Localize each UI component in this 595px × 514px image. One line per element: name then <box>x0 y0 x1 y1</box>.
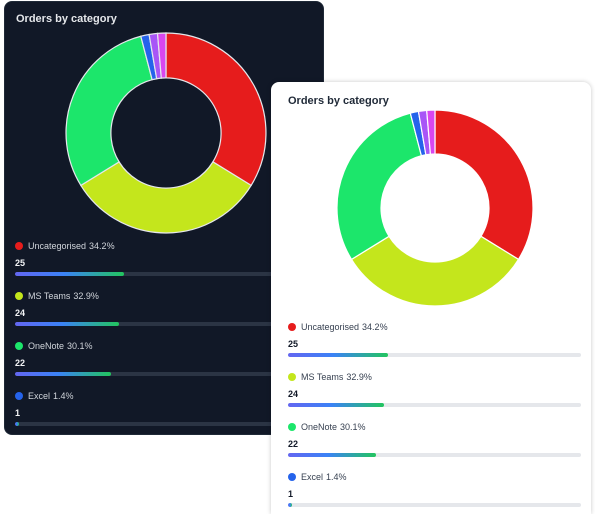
category-count: 24 <box>288 389 299 399</box>
category-progress-fill <box>15 372 111 376</box>
category-name: MS Teams <box>28 291 71 301</box>
category-count: 24 <box>15 308 26 318</box>
category-legend: Uncategorised 34.2% 25 MS Teams 32.9% 24 OneNo… <box>288 321 581 514</box>
legend-dot-icon <box>15 292 23 300</box>
category-progress-fill <box>15 422 20 426</box>
orders-by-category-card-light: Orders by category Uncategorised 34.2% 25 M… <box>271 82 591 514</box>
donut-slice-other[interactable] <box>426 109 436 155</box>
category-row[interactable]: Excel 1.4% 1 <box>15 390 323 434</box>
donut-chart <box>65 32 267 234</box>
category-percent: 34.2% <box>362 322 388 332</box>
donut-slice-ms-teams[interactable] <box>350 235 520 307</box>
category-count: 22 <box>15 358 26 368</box>
category-label: OneNote 30.1% <box>288 421 581 433</box>
category-progress-fill <box>15 322 120 326</box>
category-percent: 1.4% <box>53 391 74 401</box>
category-row[interactable]: Uncategorised 34.2% 25 <box>288 321 581 371</box>
legend-dot-icon <box>288 423 296 431</box>
donut-slice-other[interactable] <box>156 32 167 79</box>
category-legend: Uncategorised 34.2% 25 MS Teams 32.9% 24 OneNo… <box>15 240 323 434</box>
category-row[interactable]: OneNote 30.1% 22 <box>15 340 323 390</box>
category-row[interactable]: MS Teams 32.9% 24 <box>288 371 581 421</box>
category-row[interactable]: Uncategorised 34.2% 25 <box>15 240 323 290</box>
category-percent: 34.2% <box>89 241 115 251</box>
category-percent: 32.9% <box>346 372 372 382</box>
donut-slice-uncategorised[interactable] <box>434 109 534 261</box>
donut-slice-onenote[interactable] <box>336 112 423 261</box>
category-percent: 30.1% <box>67 341 93 351</box>
category-row[interactable]: OneNote 30.1% 22 <box>288 421 581 471</box>
card-title: Orders by category <box>16 13 117 25</box>
category-row[interactable]: Excel 1.4% 1 <box>288 471 581 514</box>
category-progress-track <box>15 372 323 376</box>
category-percent: 32.9% <box>73 291 99 301</box>
category-name: MS Teams <box>301 372 344 382</box>
donut-slice-uncategorised[interactable] <box>165 32 267 187</box>
donut-slice-onenote[interactable] <box>65 35 153 187</box>
donut-chart <box>336 109 534 307</box>
legend-dot-icon <box>15 242 23 250</box>
legend-dot-icon <box>15 342 23 350</box>
category-count: 22 <box>288 439 299 449</box>
category-progress-track <box>15 422 323 426</box>
legend-dot-icon <box>288 373 296 381</box>
category-count: 25 <box>288 339 299 349</box>
category-progress-fill <box>288 453 376 457</box>
category-name: OneNote <box>301 422 338 432</box>
category-name: Excel <box>28 391 51 401</box>
category-progress-track <box>15 272 323 276</box>
category-count: 1 <box>15 408 21 418</box>
category-name: Excel <box>301 472 324 482</box>
category-name: Uncategorised <box>28 241 87 251</box>
category-count: 1 <box>288 489 294 499</box>
category-progress-fill <box>288 503 292 507</box>
category-label: Excel 1.4% <box>288 471 581 483</box>
donut-slice-ms-teams[interactable] <box>80 161 252 234</box>
category-percent: 30.1% <box>340 422 366 432</box>
category-progress-track <box>15 322 323 326</box>
category-label: MS Teams 32.9% <box>288 371 581 383</box>
category-percent: 1.4% <box>326 472 347 482</box>
category-progress-track <box>288 503 581 507</box>
category-progress-track <box>288 453 581 457</box>
category-row[interactable]: MS Teams 32.9% 24 <box>15 290 323 340</box>
category-progress-track <box>288 403 581 407</box>
category-progress-fill <box>288 353 388 357</box>
legend-dot-icon <box>288 323 296 331</box>
legend-dot-icon <box>15 392 23 400</box>
category-progress-fill <box>15 272 124 276</box>
category-label: Uncategorised 34.2% <box>15 240 323 252</box>
category-label: MS Teams 32.9% <box>15 290 323 302</box>
category-name: OneNote <box>28 341 65 351</box>
category-progress-track <box>288 353 581 357</box>
category-label: OneNote 30.1% <box>15 340 323 352</box>
category-name: Uncategorised <box>301 322 360 332</box>
category-count: 25 <box>15 258 26 268</box>
category-label: Uncategorised 34.2% <box>288 321 581 333</box>
orders-by-category-card-dark: Orders by category Uncategorised 34.2% 25 M… <box>5 2 323 434</box>
category-label: Excel 1.4% <box>15 390 323 402</box>
category-progress-fill <box>288 403 384 407</box>
card-title: Orders by category <box>288 95 389 107</box>
legend-dot-icon <box>288 473 296 481</box>
